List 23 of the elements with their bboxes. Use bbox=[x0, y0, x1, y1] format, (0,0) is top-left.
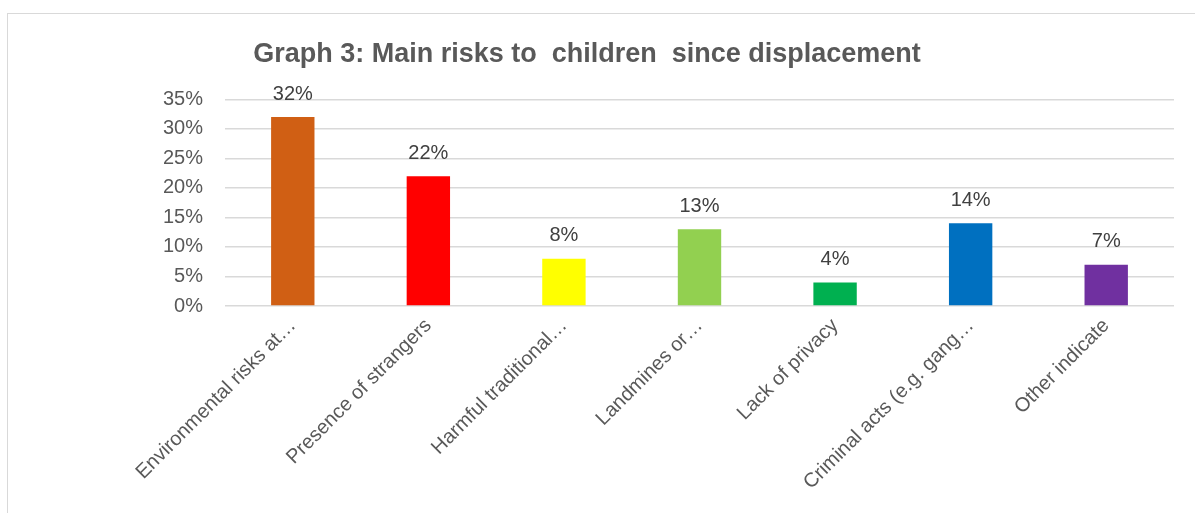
y-tick-label: 30% bbox=[162, 116, 204, 139]
bar bbox=[542, 258, 586, 306]
chart-title: Graph 3: Main risks to children since displacement bbox=[253, 37, 921, 68]
y-tick-label: 25% bbox=[162, 145, 204, 168]
data-label: 4% bbox=[820, 246, 850, 269]
bar bbox=[813, 282, 857, 306]
y-tick-label: 15% bbox=[162, 204, 204, 227]
bar bbox=[677, 229, 722, 306]
data-label: 22% bbox=[408, 140, 449, 163]
data-label: 7% bbox=[1091, 229, 1121, 252]
data-label: 32% bbox=[272, 81, 314, 104]
y-tick-label: 10% bbox=[162, 234, 204, 257]
bar bbox=[1084, 264, 1128, 306]
data-label: 14% bbox=[950, 187, 991, 210]
bar bbox=[406, 176, 451, 306]
data-label: 8% bbox=[549, 223, 579, 246]
y-tick-label: 20% bbox=[162, 175, 204, 198]
bar bbox=[948, 223, 993, 306]
bar bbox=[271, 117, 315, 306]
y-tick-label: 0% bbox=[174, 293, 204, 316]
data-label: 13% bbox=[679, 193, 720, 216]
y-tick-label: 5% bbox=[174, 264, 204, 286]
y-tick-label: 35% bbox=[162, 86, 204, 109]
